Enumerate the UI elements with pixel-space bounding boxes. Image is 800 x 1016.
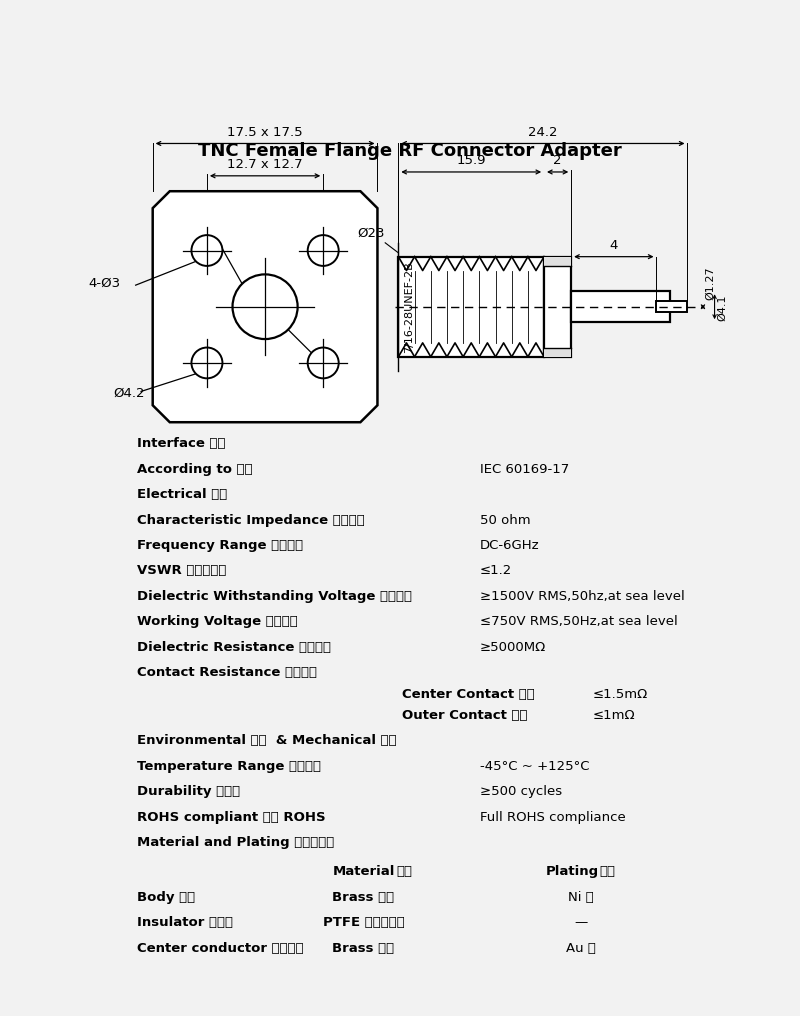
Text: Environmental 环境  & Mechanical 机械: Environmental 环境 & Mechanical 机械 [138,735,397,748]
Circle shape [308,235,338,266]
Text: 4-Ø3: 4-Ø3 [88,277,120,291]
Text: VSWR 电压驻波比: VSWR 电压驻波比 [138,564,226,577]
Text: Plating: Plating [546,866,599,879]
Text: Electrical 电气: Electrical 电气 [138,488,227,501]
Text: 材料: 材料 [396,866,412,879]
Text: Frequency Range 频率范围: Frequency Range 频率范围 [138,538,303,552]
Text: Ø4.2: Ø4.2 [114,386,145,399]
Text: Full ROHS compliance: Full ROHS compliance [480,811,626,824]
Text: Dielectric Withstanding Voltage 介质耐压: Dielectric Withstanding Voltage 介质耐压 [138,589,412,602]
Text: Brass 黄铜: Brass 黄铜 [333,891,394,904]
Text: Working Voltage 工作电压: Working Voltage 工作电压 [138,615,298,628]
Text: ≤1.5mΩ: ≤1.5mΩ [592,688,647,700]
Text: ≥500 cycles: ≥500 cycles [480,785,562,799]
Text: 15.9: 15.9 [457,154,486,168]
Text: 电镖: 电镖 [600,866,616,879]
Text: 12.7 x 12.7: 12.7 x 12.7 [227,158,303,172]
Text: Ø4.1: Ø4.1 [717,294,727,321]
Text: Contact Resistance 接触电阵: Contact Resistance 接触电阵 [138,665,317,679]
Text: Temperature Range 温度范围: Temperature Range 温度范围 [138,760,321,773]
Text: PTFE 聚四氟乙烯: PTFE 聚四氟乙烯 [322,916,404,930]
Bar [544,257,571,266]
Text: Material and Plating 材料及涂镖: Material and Plating 材料及涂镖 [138,836,334,849]
Text: TNC Female Flange RF Connector Adapter: TNC Female Flange RF Connector Adapter [198,142,622,160]
Text: ROHS compliant 符合 ROHS: ROHS compliant 符合 ROHS [138,811,326,824]
Text: IEC 60169-17: IEC 60169-17 [480,462,569,475]
Text: Center conductor 中心导体: Center conductor 中心导体 [138,942,304,955]
Circle shape [233,274,298,339]
Text: Dielectric Resistance 介电常数: Dielectric Resistance 介电常数 [138,640,331,653]
Bar [398,257,544,357]
Circle shape [308,347,338,378]
Text: Brass 黄铜: Brass 黄铜 [333,942,394,955]
Bar [657,302,687,312]
Text: Characteristic Impedance 特性阻抗: Characteristic Impedance 特性阻抗 [138,513,365,526]
Text: Ni 镍: Ni 镍 [568,891,594,904]
Polygon shape [153,191,378,423]
Text: 50 ohm: 50 ohm [480,513,530,526]
Text: Outer Contact 外部: Outer Contact 外部 [402,709,528,722]
Text: 7/16-28UNEF-2B: 7/16-28UNEF-2B [405,261,414,353]
Text: Interface 界面: Interface 界面 [138,437,226,450]
Text: Au 金: Au 金 [566,942,595,955]
Text: 17.5 x 17.5: 17.5 x 17.5 [227,126,303,139]
Text: ≤750V RMS,50Hz,at sea level: ≤750V RMS,50Hz,at sea level [480,615,678,628]
Text: Body 壳体: Body 壳体 [138,891,195,904]
Text: ≤1mΩ: ≤1mΩ [592,709,634,722]
Text: Center Contact 中心: Center Contact 中心 [402,688,535,700]
Text: DC-6GHz: DC-6GHz [480,538,539,552]
Text: Material: Material [332,866,394,879]
Circle shape [191,347,222,378]
Text: Insulator 绶缘体: Insulator 绶缘体 [138,916,234,930]
Bar [544,347,571,357]
Text: -45°C ~ +125°C: -45°C ~ +125°C [480,760,590,773]
Text: ≥5000MΩ: ≥5000MΩ [480,640,546,653]
Text: —: — [574,916,587,930]
Text: Durability 耐久性: Durability 耐久性 [138,785,240,799]
Circle shape [191,235,222,266]
Text: Ø23: Ø23 [357,227,385,240]
Bar [544,257,571,357]
Bar [571,292,670,322]
Text: ≤1.2: ≤1.2 [480,564,512,577]
Text: ≥1500V RMS,50hz,at sea level: ≥1500V RMS,50hz,at sea level [480,589,685,602]
Text: 24.2: 24.2 [528,126,558,139]
Text: 4: 4 [610,239,618,252]
Text: 2: 2 [554,154,562,168]
Text: According to 根据: According to 根据 [138,462,253,475]
Text: Ø1.27: Ø1.27 [706,266,715,300]
